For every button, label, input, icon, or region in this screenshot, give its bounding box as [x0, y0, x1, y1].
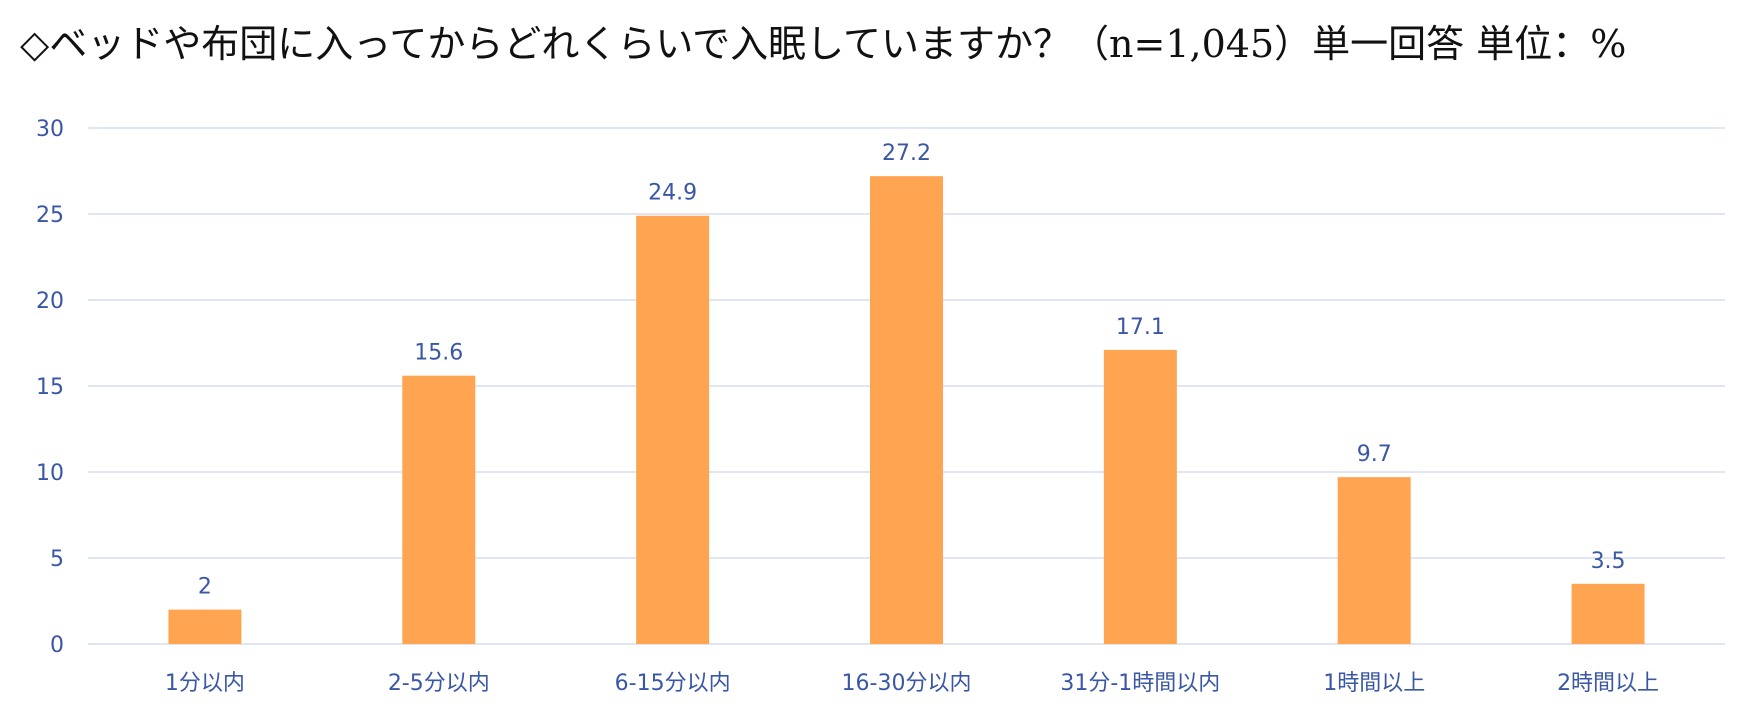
category-label: 1時間以上: [1323, 671, 1425, 696]
bar: [168, 609, 242, 644]
y-tick-label: 30: [36, 117, 64, 142]
category-label: 31分-1時間以内: [1060, 671, 1220, 696]
bar: [636, 215, 710, 644]
y-tick-label: 5: [50, 547, 64, 572]
data-label: 27.2: [882, 141, 931, 166]
bar: [1337, 477, 1411, 644]
bar: [1103, 349, 1177, 644]
data-label: 15.6: [414, 341, 463, 366]
data-label: 3.5: [1591, 549, 1626, 574]
x-axis-categories: 1分以内 2-5分以内 6-15分以内 16-30分以内 31分-1時間以内 1時間以上 2…: [165, 671, 1659, 696]
bar: [402, 375, 476, 644]
data-label: 24.9: [648, 181, 697, 206]
bar: [1571, 583, 1645, 644]
bar: [870, 176, 943, 644]
category-label: 6-15分以内: [615, 671, 731, 696]
y-tick-label: 0: [50, 633, 64, 658]
y-axis-ticks: 0 5 10 15 20 25 30: [36, 117, 64, 658]
data-label: 17.1: [1116, 315, 1165, 340]
bars: [168, 176, 1645, 644]
y-tick-label: 25: [36, 203, 64, 228]
data-label: 2: [198, 575, 212, 600]
y-tick-label: 15: [36, 375, 64, 400]
category-label: 1分以内: [165, 671, 245, 696]
category-label: 16-30分以内: [842, 671, 972, 696]
category-label: 2時間以上: [1557, 671, 1659, 696]
data-labels: 2 15.6 24.9 27.2 17.1 9.7 3.5: [198, 141, 1626, 599]
category-label: 2-5分以内: [388, 671, 490, 696]
y-tick-label: 10: [36, 461, 64, 486]
chart-title: ◇ベッドや布団に入ってからどれくらいで入眠していますか？（n=1,045）単一回…: [20, 22, 1627, 66]
y-tick-label: 20: [36, 289, 64, 314]
data-label: 9.7: [1357, 442, 1392, 467]
